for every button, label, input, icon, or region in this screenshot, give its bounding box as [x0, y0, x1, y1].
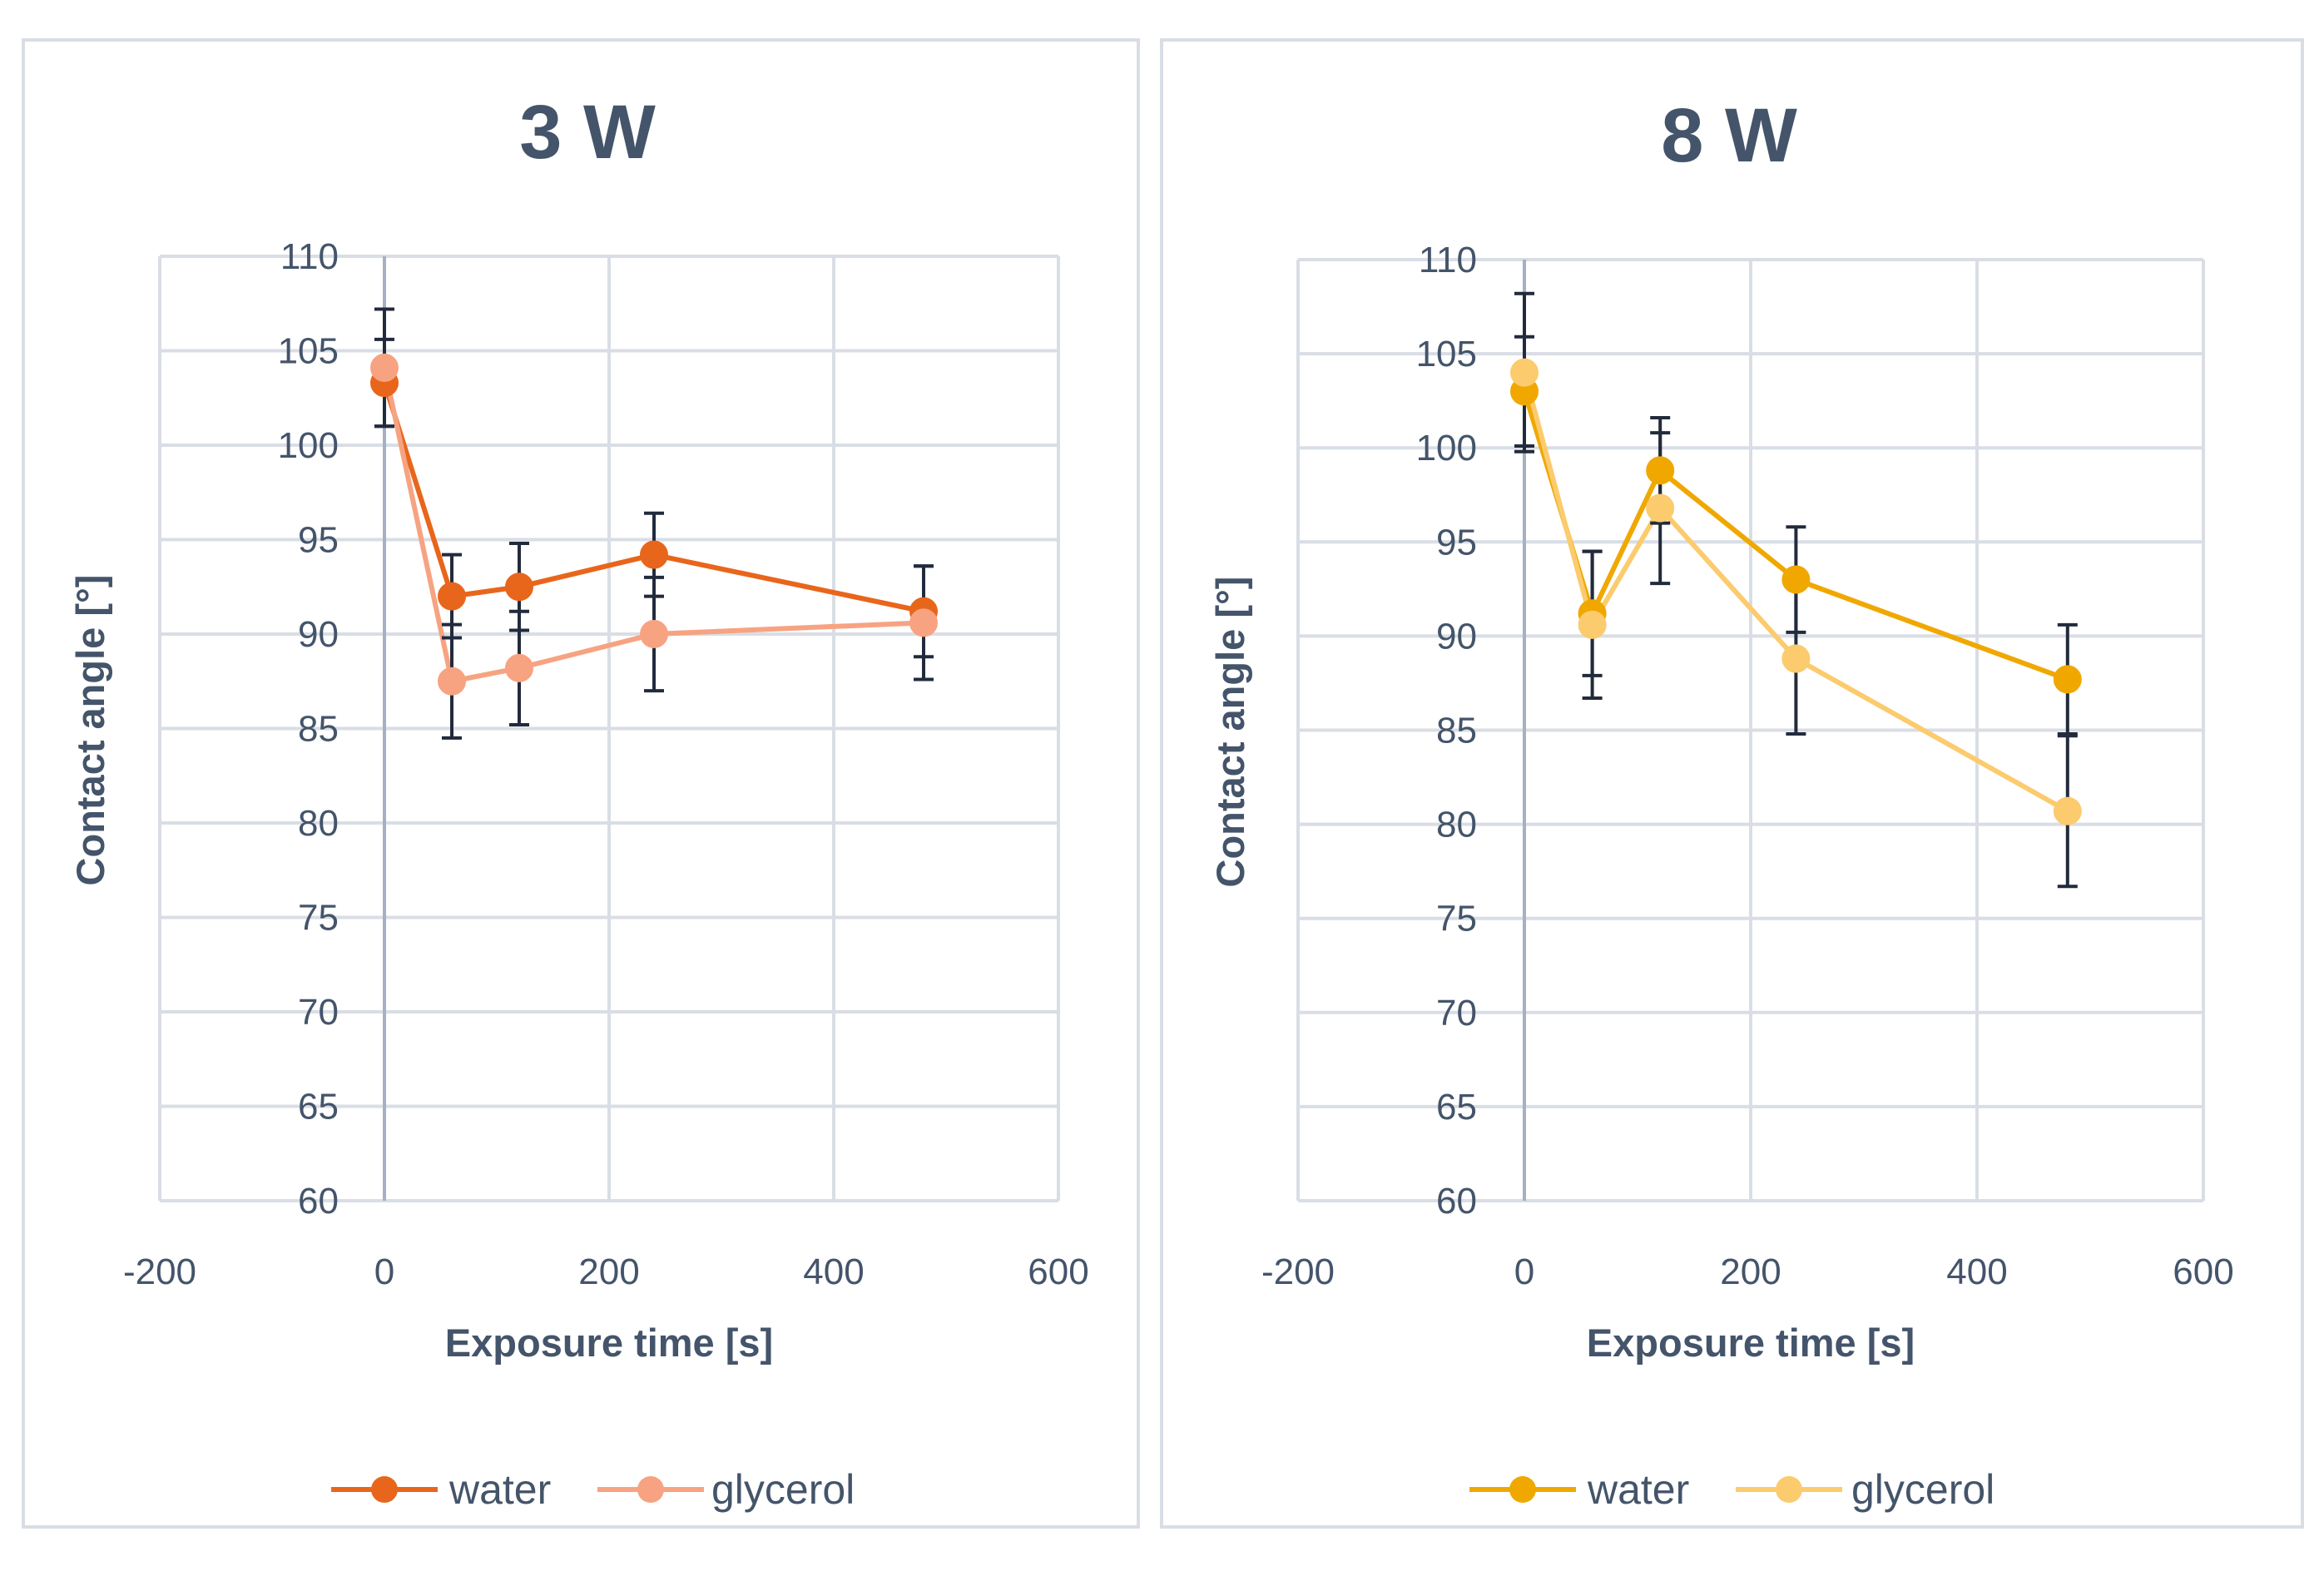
y-tick-label: 75: [1436, 899, 1477, 939]
data-point-water: [640, 540, 668, 569]
y-tick-label: 80: [1436, 805, 1477, 845]
data-point-glycerol: [909, 608, 938, 637]
data-point-water: [1646, 456, 1675, 485]
legend-label: water: [1587, 1466, 1689, 1513]
data-point-water: [505, 572, 533, 602]
x-tick-label: 400: [1946, 1251, 2007, 1292]
y-tick-label: 80: [298, 803, 339, 844]
legend-label: glycerol: [711, 1466, 855, 1513]
x-tick-label: 200: [1720, 1251, 1781, 1292]
legend-swatch-marker: [637, 1476, 664, 1503]
x-tick-label: -200: [123, 1251, 196, 1292]
data-point-glycerol: [438, 667, 466, 696]
chart-panels: 3 W 60 65 70 75 80 85 90 95 100 105 110 -200 0 200 400 6…: [22, 38, 2304, 1529]
x-tick-label: 400: [803, 1251, 864, 1292]
y-tick-label: 85: [298, 709, 339, 750]
y-tick-label: 65: [298, 1087, 339, 1128]
legend-swatch-marker: [1776, 1476, 1802, 1503]
y-tick-label: 105: [278, 331, 339, 372]
x-tick-label: 0: [1514, 1251, 1534, 1292]
chart-title: 8 W: [1661, 93, 1797, 178]
data-point-glycerol: [1510, 358, 1539, 387]
data-point-glycerol: [1781, 644, 1811, 673]
data-point-glycerol: [505, 653, 533, 682]
x-axis-label: Exposure time [s]: [445, 1321, 773, 1365]
y-tick-label: 100: [278, 425, 339, 466]
panel-frame: [22, 38, 1140, 1529]
y-tick-label: 110: [1419, 240, 1477, 280]
y-tick-label: 60: [298, 1181, 339, 1222]
y-tick-label: 60: [1436, 1181, 1477, 1222]
data-point-glycerol: [370, 353, 399, 382]
chart-title: 3 W: [519, 90, 656, 175]
legend-item-water: water: [331, 1466, 551, 1513]
y-tick-label: 90: [1436, 616, 1477, 657]
data-point-water: [1781, 565, 1811, 594]
x-tick-label: 600: [1028, 1251, 1088, 1292]
y-tick-label: 110: [280, 236, 339, 277]
data-point-water: [438, 582, 466, 611]
y-tick-label: 100: [1416, 428, 1477, 468]
legend-item-water: water: [1469, 1466, 1689, 1513]
chart-panel-2: 8 W 60 65 70 75 80 85 90 95 100 105 110 -200 0 200 400 6…: [1160, 38, 2304, 1529]
legend-item-glycerol: glycerol: [1736, 1466, 1994, 1513]
data-point-glycerol: [640, 620, 668, 648]
y-tick-label: 85: [1436, 711, 1477, 751]
legend-swatch-marker: [1509, 1476, 1536, 1503]
x-axis-label: Exposure time [s]: [1587, 1321, 1915, 1365]
data-point-glycerol: [2053, 796, 2082, 825]
data-point-water: [2053, 665, 2082, 694]
y-tick-label: 75: [298, 898, 339, 939]
y-axis-label: Contact angle [°]: [68, 575, 112, 886]
data-point-glycerol: [1646, 493, 1675, 523]
y-tick-label: 105: [1416, 334, 1477, 374]
x-tick-label: 200: [578, 1251, 639, 1292]
x-tick-label: -200: [1261, 1251, 1335, 1292]
y-tick-label: 90: [298, 614, 339, 655]
panel-frame: [1160, 38, 2304, 1529]
y-tick-label: 95: [298, 520, 339, 561]
y-tick-label: 95: [1436, 522, 1477, 563]
legend-label: water: [448, 1466, 551, 1513]
legend-item-glycerol: glycerol: [597, 1466, 855, 1513]
chart-panel-1: 3 W 60 65 70 75 80 85 90 95 100 105 110 -200 0 200 400 6…: [22, 38, 1140, 1529]
y-axis-label: Contact angle [°]: [1208, 577, 1252, 888]
x-tick-label: 600: [2173, 1251, 2233, 1292]
y-tick-label: 70: [298, 992, 339, 1033]
legend-label: glycerol: [1851, 1466, 1994, 1513]
y-tick-label: 70: [1436, 993, 1477, 1033]
legend-swatch-marker: [371, 1476, 398, 1503]
y-tick-label: 65: [1436, 1087, 1477, 1128]
x-tick-label: 0: [374, 1251, 394, 1292]
data-point-glycerol: [1578, 610, 1607, 639]
